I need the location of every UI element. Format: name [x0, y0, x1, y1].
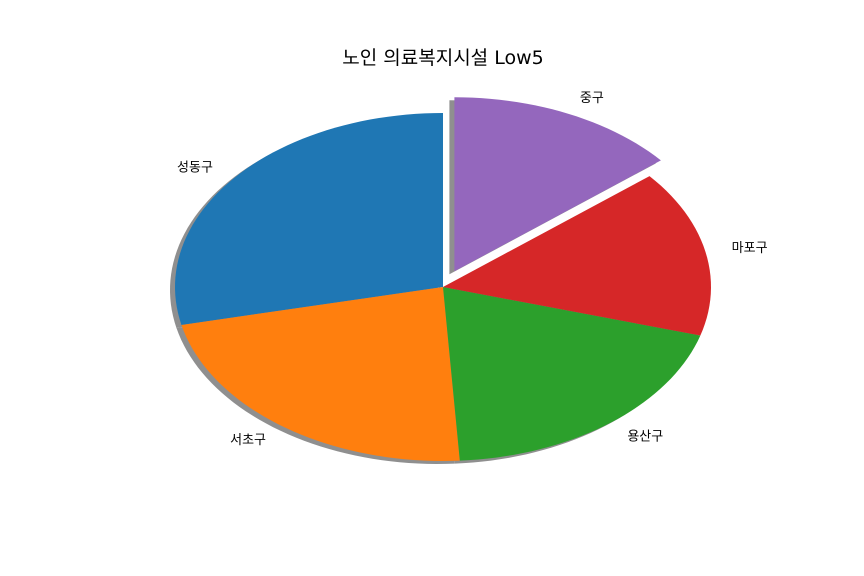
pie-slices	[175, 97, 711, 461]
slice-5-wedge	[454, 97, 661, 272]
slice-1-label: 성동구	[177, 160, 213, 175]
slice-4-label: 마포구	[732, 241, 768, 256]
chart-title: 노인 의료복지시설 Low5	[342, 47, 543, 69]
slice-4-wedge	[443, 176, 711, 336]
slice-1-wedge	[175, 113, 443, 325]
slice-5-label: 중구	[580, 91, 604, 106]
slice-3-wedge	[443, 287, 701, 461]
slice-3-label: 용산구	[627, 429, 663, 444]
slice-2-label: 서초구	[230, 433, 266, 448]
slice-2-wedge	[181, 287, 460, 461]
